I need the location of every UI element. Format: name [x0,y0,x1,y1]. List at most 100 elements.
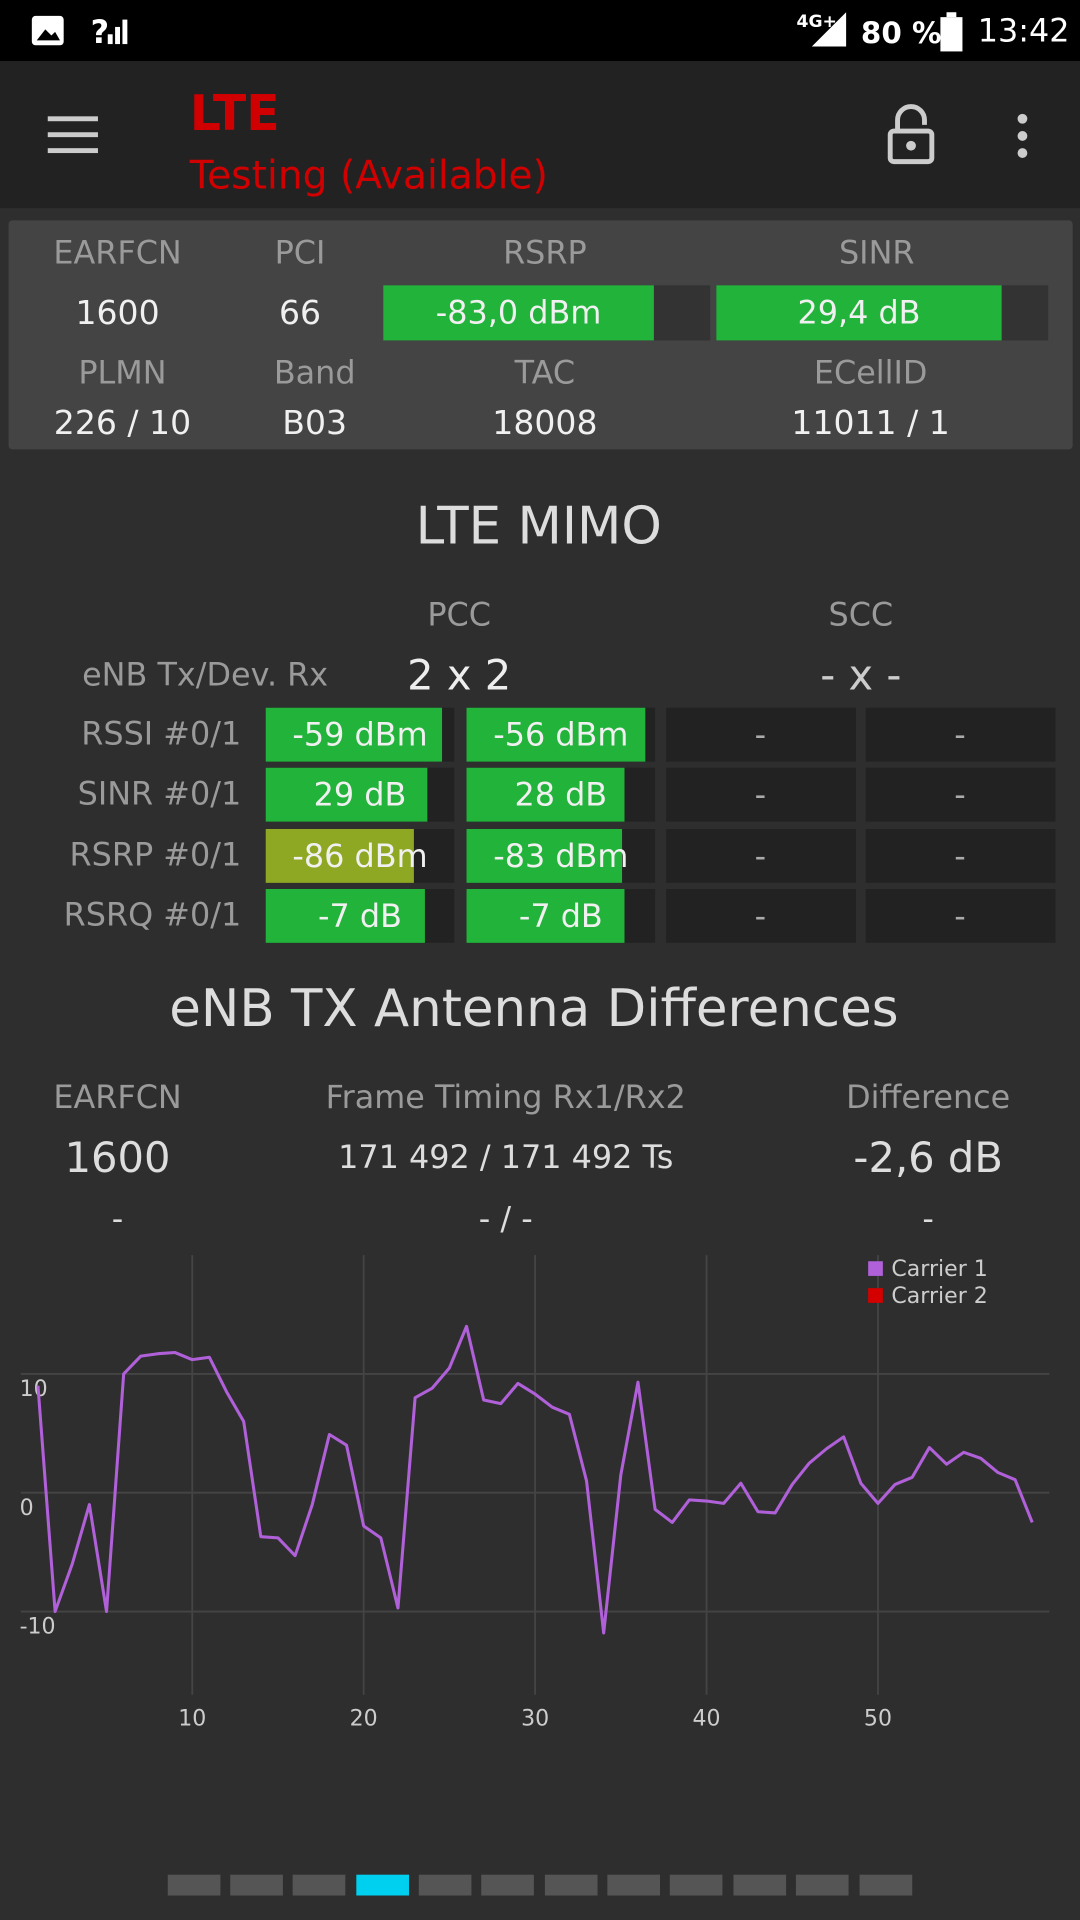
level-fill [383,285,654,341]
mimo-cell: 29 dB [265,768,455,822]
mimo-cell: - [666,768,856,822]
x-tick-label: 50 [864,1706,892,1731]
battery: 80 % [860,15,942,51]
mimo-cell: -83 dBm [466,828,656,883]
mimo-value: -59 dBm [292,717,428,755]
config-value: 2 x 2 [407,651,512,701]
legend-label: Carrier 2 [891,1284,987,1309]
cell-header: Band [273,355,356,392]
section-title: LTE MIMO [415,495,662,556]
cell-value: 226 / 10 [53,404,192,443]
legend-swatch [868,1261,883,1276]
subtitle: Testing (Available) [189,151,548,199]
mimo-cell: - [865,707,1056,762]
cell-header: PCI [274,235,326,272]
app-bar: LTE Testing (Available) [0,61,1080,209]
app-icons [47,104,1028,165]
x-tick-label: 40 [693,1706,721,1731]
row-label: SINR #0/1 [77,776,242,814]
cell-value: 29,4 dB [797,295,921,332]
cell-value: B03 [282,404,348,443]
diff-value: 171 492 / 171 492 Ts [338,1140,674,1177]
mimo-value: - [754,777,767,815]
status-bar: ? 4G+ 80 % 13:42 [0,0,1080,62]
diff-value: -2,6 dB [853,1133,1003,1183]
mimo-value: -7 dB [318,898,402,936]
cell-value: -83,0 dBm [435,295,602,332]
level-bar: 29,4 dB [716,285,1049,341]
mimo-cell: -59 dBm [265,707,455,762]
level-fill [265,888,425,943]
diff-value: 1600 [64,1133,171,1183]
mimo-value: -7 dB [518,898,603,936]
mimo-value: - [954,717,966,755]
mimo-cell: - [865,828,1056,883]
mimo-cell: - [666,707,856,762]
row-label: eNB Tx/Dev. Rx [82,657,329,695]
mimo-cell: -86 dBm [265,828,455,883]
mimo-cell: -7 dB [265,888,455,943]
cell-header: PLMN [78,355,167,392]
diff-value: - / - [478,1201,533,1238]
level-fill [265,828,414,883]
mimo-value: - [754,898,767,936]
mimo-cell: - [666,888,856,943]
mimo-value: - [754,717,767,755]
cell-header: TAC [514,355,576,392]
level-fill [265,768,428,822]
mimo-value: - [754,838,767,876]
column-header: EARFCN [53,1080,182,1117]
mimo-value: 29 dB [313,777,407,815]
diff-value: - [111,1201,124,1238]
x-tick-label: 10 [178,1706,206,1731]
mimo-value: -56 dBm [493,717,629,755]
cell-value: 11011 / 1 [791,404,950,443]
cell-header: RSRP [503,235,587,272]
mimo-value: - [954,898,966,936]
cell-value: 1600 [75,294,160,333]
y-tick-label: 10 [20,1377,48,1402]
y-tick-label: -10 [20,1615,56,1640]
network-type: 4G+ [796,12,837,32]
mimo-cell: 28 dB [466,768,656,822]
level-fill [466,828,623,883]
overflow-button[interactable] [1017,113,1028,158]
mimo-cell: -56 dBm [466,707,656,762]
mimo-value: - [954,777,966,815]
cell-value: 18008 [492,404,598,443]
column-header: Frame Timing Rx1/Rx2 [325,1080,686,1117]
diff-value: - [922,1201,934,1238]
lock-button[interactable] [887,104,935,165]
data-line [36,1324,1034,1635]
column-header: PCC [427,597,492,635]
legend-label: Carrier 1 [891,1257,987,1282]
cell-header: ECellID [813,355,928,392]
mimo-cell: - [865,888,1056,943]
cell-value: 66 [278,294,322,333]
x-tick-label: 20 [350,1706,378,1731]
level-fill [265,707,443,762]
menu-button[interactable] [47,116,98,154]
y-tick-label: 0 [20,1496,34,1521]
mimo-cell: - [666,828,856,883]
legend-swatch [868,1288,883,1303]
level-fill [716,285,1002,341]
mimo-cell: -7 dB [466,888,656,943]
title: LTE [189,85,280,143]
page-indicator [167,1874,913,1896]
svg-text:?: ? [91,13,109,51]
row-label: RSRP #0/1 [69,837,242,874]
status-icons: ? [31,12,963,52]
column-header: Difference [846,1080,1011,1117]
mimo-cell: - [865,768,1056,822]
mimo-value: -86 dBm [292,838,428,876]
mimo-value: -83 dBm [493,838,629,876]
config-value: - x - [820,651,902,701]
column-header: SCC [828,597,894,635]
mimo-value: - [954,838,966,876]
row-label: RSRQ #0/1 [63,897,242,935]
level-bar: -83,0 dBm [383,285,711,341]
